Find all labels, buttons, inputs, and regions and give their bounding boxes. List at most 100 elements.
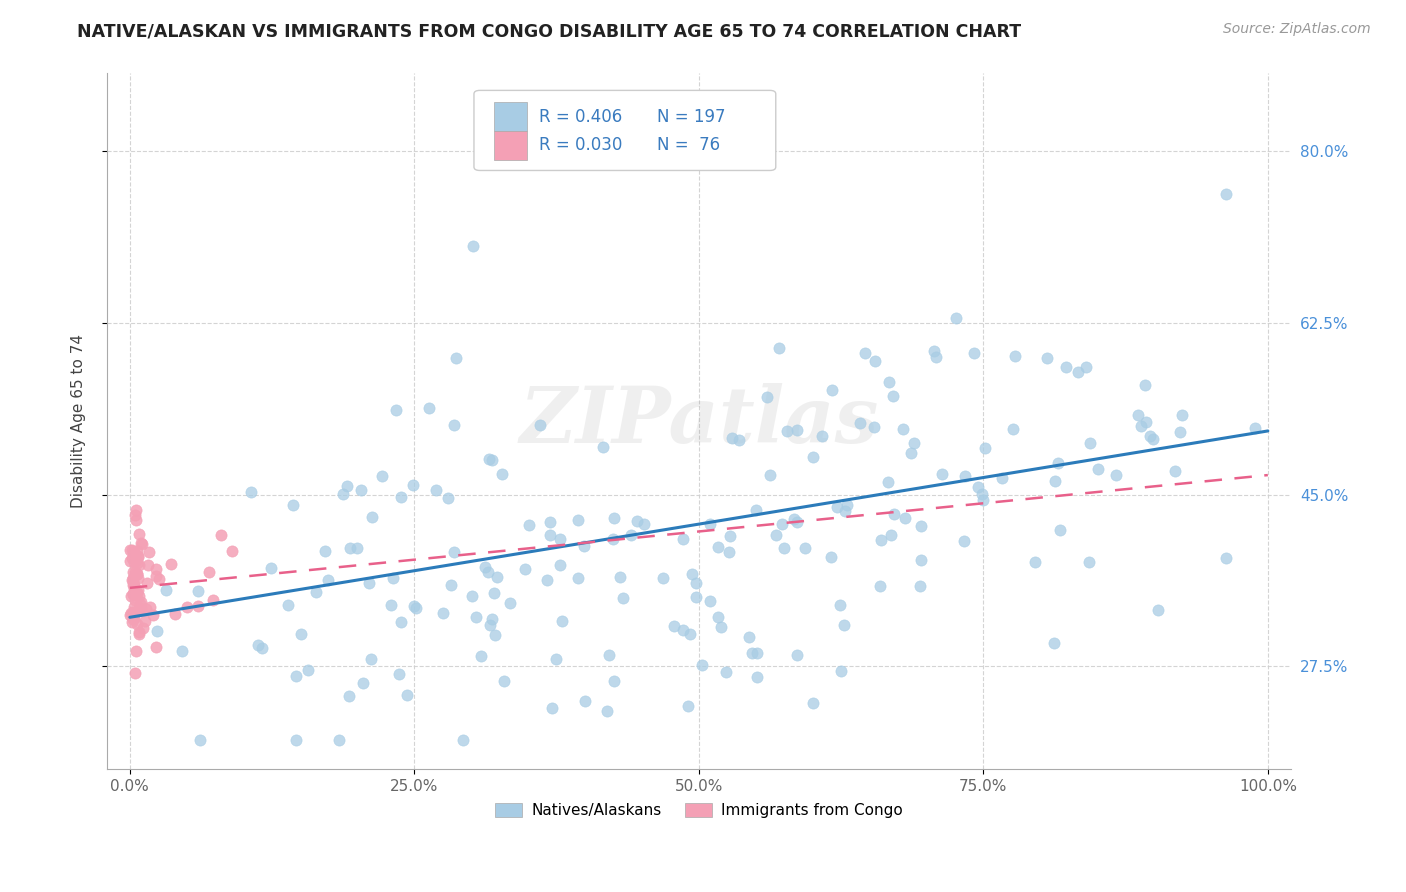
Point	[142, 608, 165, 623]
Point	[120, 542, 142, 557]
Point	[121, 551, 143, 566]
Point	[973, 441, 995, 455]
Point	[1130, 418, 1153, 433]
Point	[1024, 555, 1046, 569]
Point	[690, 658, 713, 673]
Text: N =  76: N = 76	[658, 136, 720, 154]
Point	[486, 570, 509, 584]
Point	[517, 518, 540, 533]
Point	[478, 451, 501, 466]
Point	[714, 665, 737, 680]
Point	[544, 652, 567, 666]
Point	[612, 591, 634, 605]
Point	[685, 576, 707, 591]
Point	[125, 605, 148, 619]
Text: R = 0.030: R = 0.030	[538, 136, 623, 154]
Point	[155, 583, 177, 598]
Text: N = 197: N = 197	[658, 108, 725, 126]
Point	[721, 431, 744, 445]
Point	[491, 467, 513, 481]
Point	[124, 508, 146, 523]
Point	[118, 607, 141, 622]
Point	[863, 420, 886, 434]
Point	[1171, 408, 1194, 422]
Point	[832, 617, 855, 632]
Point	[380, 599, 402, 613]
Point	[820, 550, 842, 565]
Point	[1139, 429, 1161, 443]
Point	[118, 554, 141, 568]
Point	[134, 615, 156, 629]
Point	[830, 664, 852, 678]
Point	[494, 673, 516, 688]
Point	[925, 351, 948, 365]
Point	[707, 610, 730, 624]
Point	[1168, 425, 1191, 439]
Point	[446, 351, 468, 365]
Point	[1215, 550, 1237, 565]
Point	[332, 487, 354, 501]
Point	[381, 571, 404, 585]
Point	[389, 615, 412, 629]
Point	[853, 346, 876, 360]
Point	[283, 498, 305, 512]
Point	[945, 310, 967, 325]
Point	[128, 627, 150, 641]
Point	[127, 556, 149, 570]
Point	[783, 512, 806, 526]
Point	[794, 541, 817, 556]
Point	[745, 503, 768, 517]
Point	[513, 562, 536, 576]
Point	[121, 615, 143, 630]
Point	[339, 541, 361, 555]
Point	[756, 391, 779, 405]
Point	[1128, 408, 1150, 422]
Point	[574, 694, 596, 708]
Point	[425, 483, 447, 497]
Point	[671, 623, 693, 637]
Point	[337, 689, 360, 703]
Point	[1054, 359, 1077, 374]
Point	[908, 579, 931, 593]
Point	[548, 532, 571, 546]
Point	[131, 537, 153, 551]
Point	[352, 676, 374, 690]
Point	[165, 607, 187, 621]
Point	[125, 644, 148, 658]
Point	[727, 433, 749, 447]
Point	[484, 628, 506, 642]
Point	[738, 630, 761, 644]
Point	[1046, 456, 1069, 470]
Point	[538, 527, 561, 541]
Point	[876, 475, 898, 489]
Point	[122, 583, 145, 598]
Point	[145, 562, 167, 576]
Point	[786, 648, 808, 663]
Point	[128, 527, 150, 541]
Point	[786, 516, 808, 530]
Point	[1215, 186, 1237, 201]
Point	[869, 579, 891, 593]
Point	[160, 558, 183, 572]
Point	[145, 624, 167, 639]
Point	[598, 648, 620, 663]
Point	[1067, 365, 1090, 379]
Point	[389, 491, 412, 505]
Point	[128, 602, 150, 616]
Point	[821, 384, 844, 398]
Point	[170, 644, 193, 658]
Point	[461, 589, 484, 603]
Point	[284, 669, 307, 683]
Point	[776, 424, 799, 438]
Point	[1147, 603, 1170, 617]
Point	[125, 503, 148, 517]
Point	[131, 621, 153, 635]
Point	[260, 560, 283, 574]
Point	[741, 646, 763, 660]
Point	[827, 500, 849, 514]
Point	[1135, 415, 1157, 429]
Point	[361, 510, 384, 524]
Point	[482, 586, 505, 600]
Point	[477, 565, 499, 579]
Point	[135, 602, 157, 616]
